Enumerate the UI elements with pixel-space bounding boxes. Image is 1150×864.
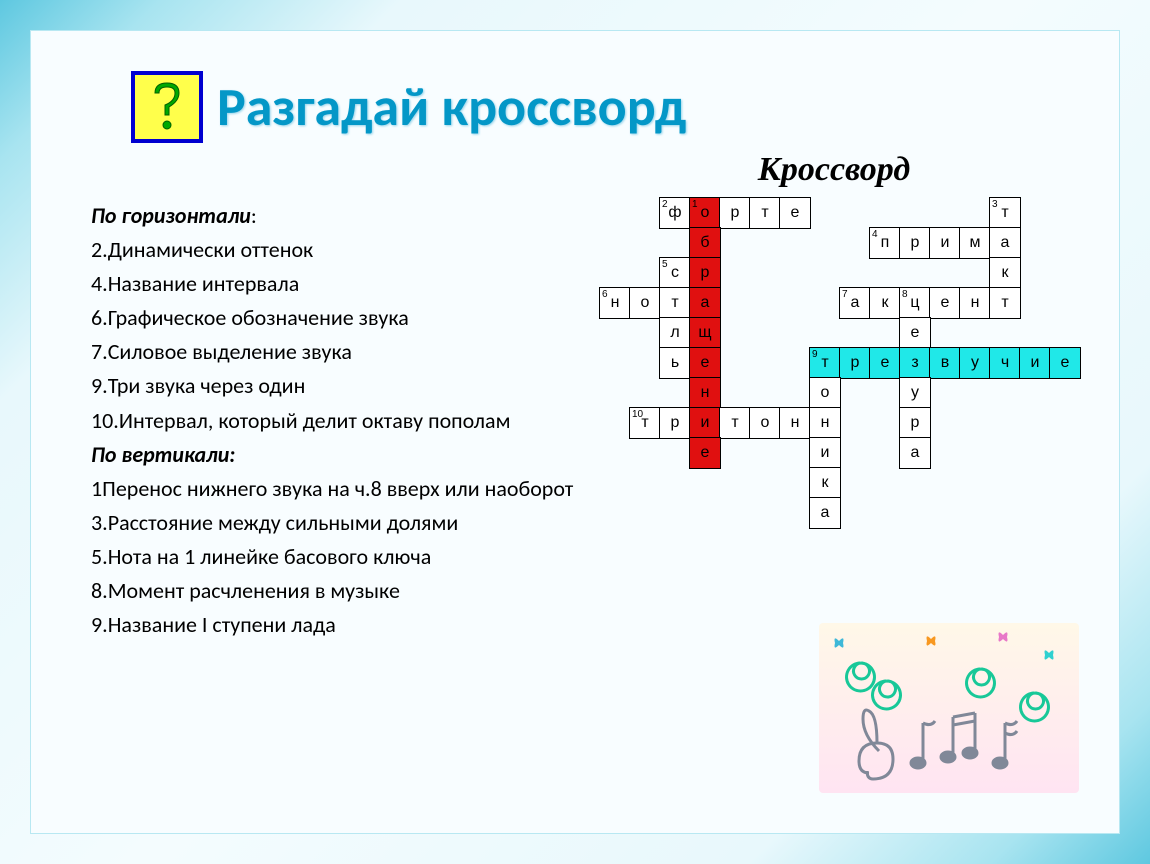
crossword-cell: н6 xyxy=(599,287,631,319)
crossword-cell: у xyxy=(899,377,931,409)
crossword-cell: а xyxy=(989,227,1021,259)
page-title: Разгадай кроссворд xyxy=(217,74,686,140)
crossword-cell: п4 xyxy=(869,227,901,259)
crossword-cell: е xyxy=(689,347,721,379)
clue-v-8: 8.Момент расчленения в музыке xyxy=(91,574,589,608)
crossword-cell: к xyxy=(869,287,901,319)
clue-h-7: 7.Силовое выделение звука xyxy=(91,335,589,369)
clue-v-5: 5.Нота на 1 линейке басового ключа xyxy=(91,540,589,574)
crossword-cell: е xyxy=(1049,347,1081,379)
crossword-cell: и xyxy=(929,227,961,259)
horizontal-header: По горизонтали xyxy=(91,202,251,229)
crossword-cell: т9 xyxy=(809,347,841,379)
crossword-cell: б xyxy=(689,227,721,259)
crossword-cell: и xyxy=(809,437,841,469)
crossword-cell: а xyxy=(899,437,931,469)
clue-h-10: 10.Интервал, который делит октаву попола… xyxy=(91,404,589,438)
crossword-cell: ф2 xyxy=(659,197,691,229)
crossword-cell: р xyxy=(899,227,931,259)
crossword-cell: в xyxy=(929,347,961,379)
clue-h-4: 4.Название интервала xyxy=(91,267,589,301)
crossword-cell: у xyxy=(959,347,991,379)
crossword-cell: ц8 xyxy=(899,287,931,319)
crossword-cell: т xyxy=(659,287,691,319)
crossword-cell: л xyxy=(659,317,691,349)
crossword-grid: ф2о1ртет3бп4римас5ркн6отаа7кц8ентлщеьет9… xyxy=(599,197,1079,537)
crossword-cell: ь xyxy=(659,347,691,379)
vertical-header: По вертикали: xyxy=(91,438,589,472)
music-decoration-image xyxy=(819,623,1079,793)
crossword-cell: т xyxy=(719,407,751,439)
clue-v-3: 3.Расстояние между сильными долями xyxy=(91,506,589,540)
crossword-cell: р xyxy=(899,407,931,439)
crossword-cell: о xyxy=(809,377,841,409)
crossword-label: Кроссворд xyxy=(589,151,1079,189)
clue-v-1: 1Перенос нижнего звука на ч.8 вверх или … xyxy=(91,472,589,506)
crossword-panel: Кроссворд ф2о1ртет3бп4римас5ркн6отаа7кц8… xyxy=(589,151,1079,642)
clue-v-9: 9.Название I ступени лада xyxy=(91,608,589,642)
crossword-cell: о1 xyxy=(689,197,721,229)
content-row: По горизонтали: 2.Динамически оттенок 4.… xyxy=(31,151,1119,642)
crossword-cell: е xyxy=(899,317,931,349)
crossword-cell: о xyxy=(629,287,661,319)
crossword-cell: н xyxy=(809,407,841,439)
crossword-cell: о xyxy=(749,407,781,439)
crossword-cell: е xyxy=(779,197,811,229)
title-row: Разгадай кроссворд xyxy=(131,71,1119,143)
crossword-cell: н xyxy=(959,287,991,319)
crossword-cell: м xyxy=(959,227,991,259)
crossword-cell: р xyxy=(659,407,691,439)
crossword-cell: т xyxy=(749,197,781,229)
question-mark-icon xyxy=(131,71,203,143)
clue-h-6: 6.Графическое обозначение звука xyxy=(91,301,589,335)
crossword-cell: к xyxy=(809,467,841,499)
clue-h-9: 9.Три звука через один xyxy=(91,369,589,403)
slide-frame: Разгадай кроссворд По горизонтали: 2.Дин… xyxy=(30,30,1120,834)
crossword-cell: т3 xyxy=(989,197,1021,229)
crossword-cell: т xyxy=(989,287,1021,319)
crossword-cell: а7 xyxy=(839,287,871,319)
crossword-cell: щ xyxy=(689,317,721,349)
crossword-cell: с5 xyxy=(659,257,691,289)
crossword-cell: ч xyxy=(989,347,1021,379)
crossword-cell: р xyxy=(839,347,871,379)
crossword-cell: т10 xyxy=(629,407,661,439)
clue-h-2: 2.Динамически оттенок xyxy=(91,233,589,267)
crossword-cell: и xyxy=(689,407,721,439)
crossword-cell: е xyxy=(929,287,961,319)
crossword-cell: а xyxy=(689,287,721,319)
crossword-cell: н xyxy=(779,407,811,439)
crossword-cell: а xyxy=(809,497,841,529)
crossword-cell: р xyxy=(689,257,721,289)
crossword-cell: к xyxy=(989,257,1021,289)
clues-panel: По горизонтали: 2.Динамически оттенок 4.… xyxy=(91,151,589,642)
crossword-cell: н xyxy=(689,377,721,409)
crossword-cell: р xyxy=(719,197,751,229)
crossword-cell: е xyxy=(689,437,721,469)
crossword-cell: и xyxy=(1019,347,1051,379)
crossword-cell: е xyxy=(869,347,901,379)
crossword-cell: з xyxy=(899,347,931,379)
